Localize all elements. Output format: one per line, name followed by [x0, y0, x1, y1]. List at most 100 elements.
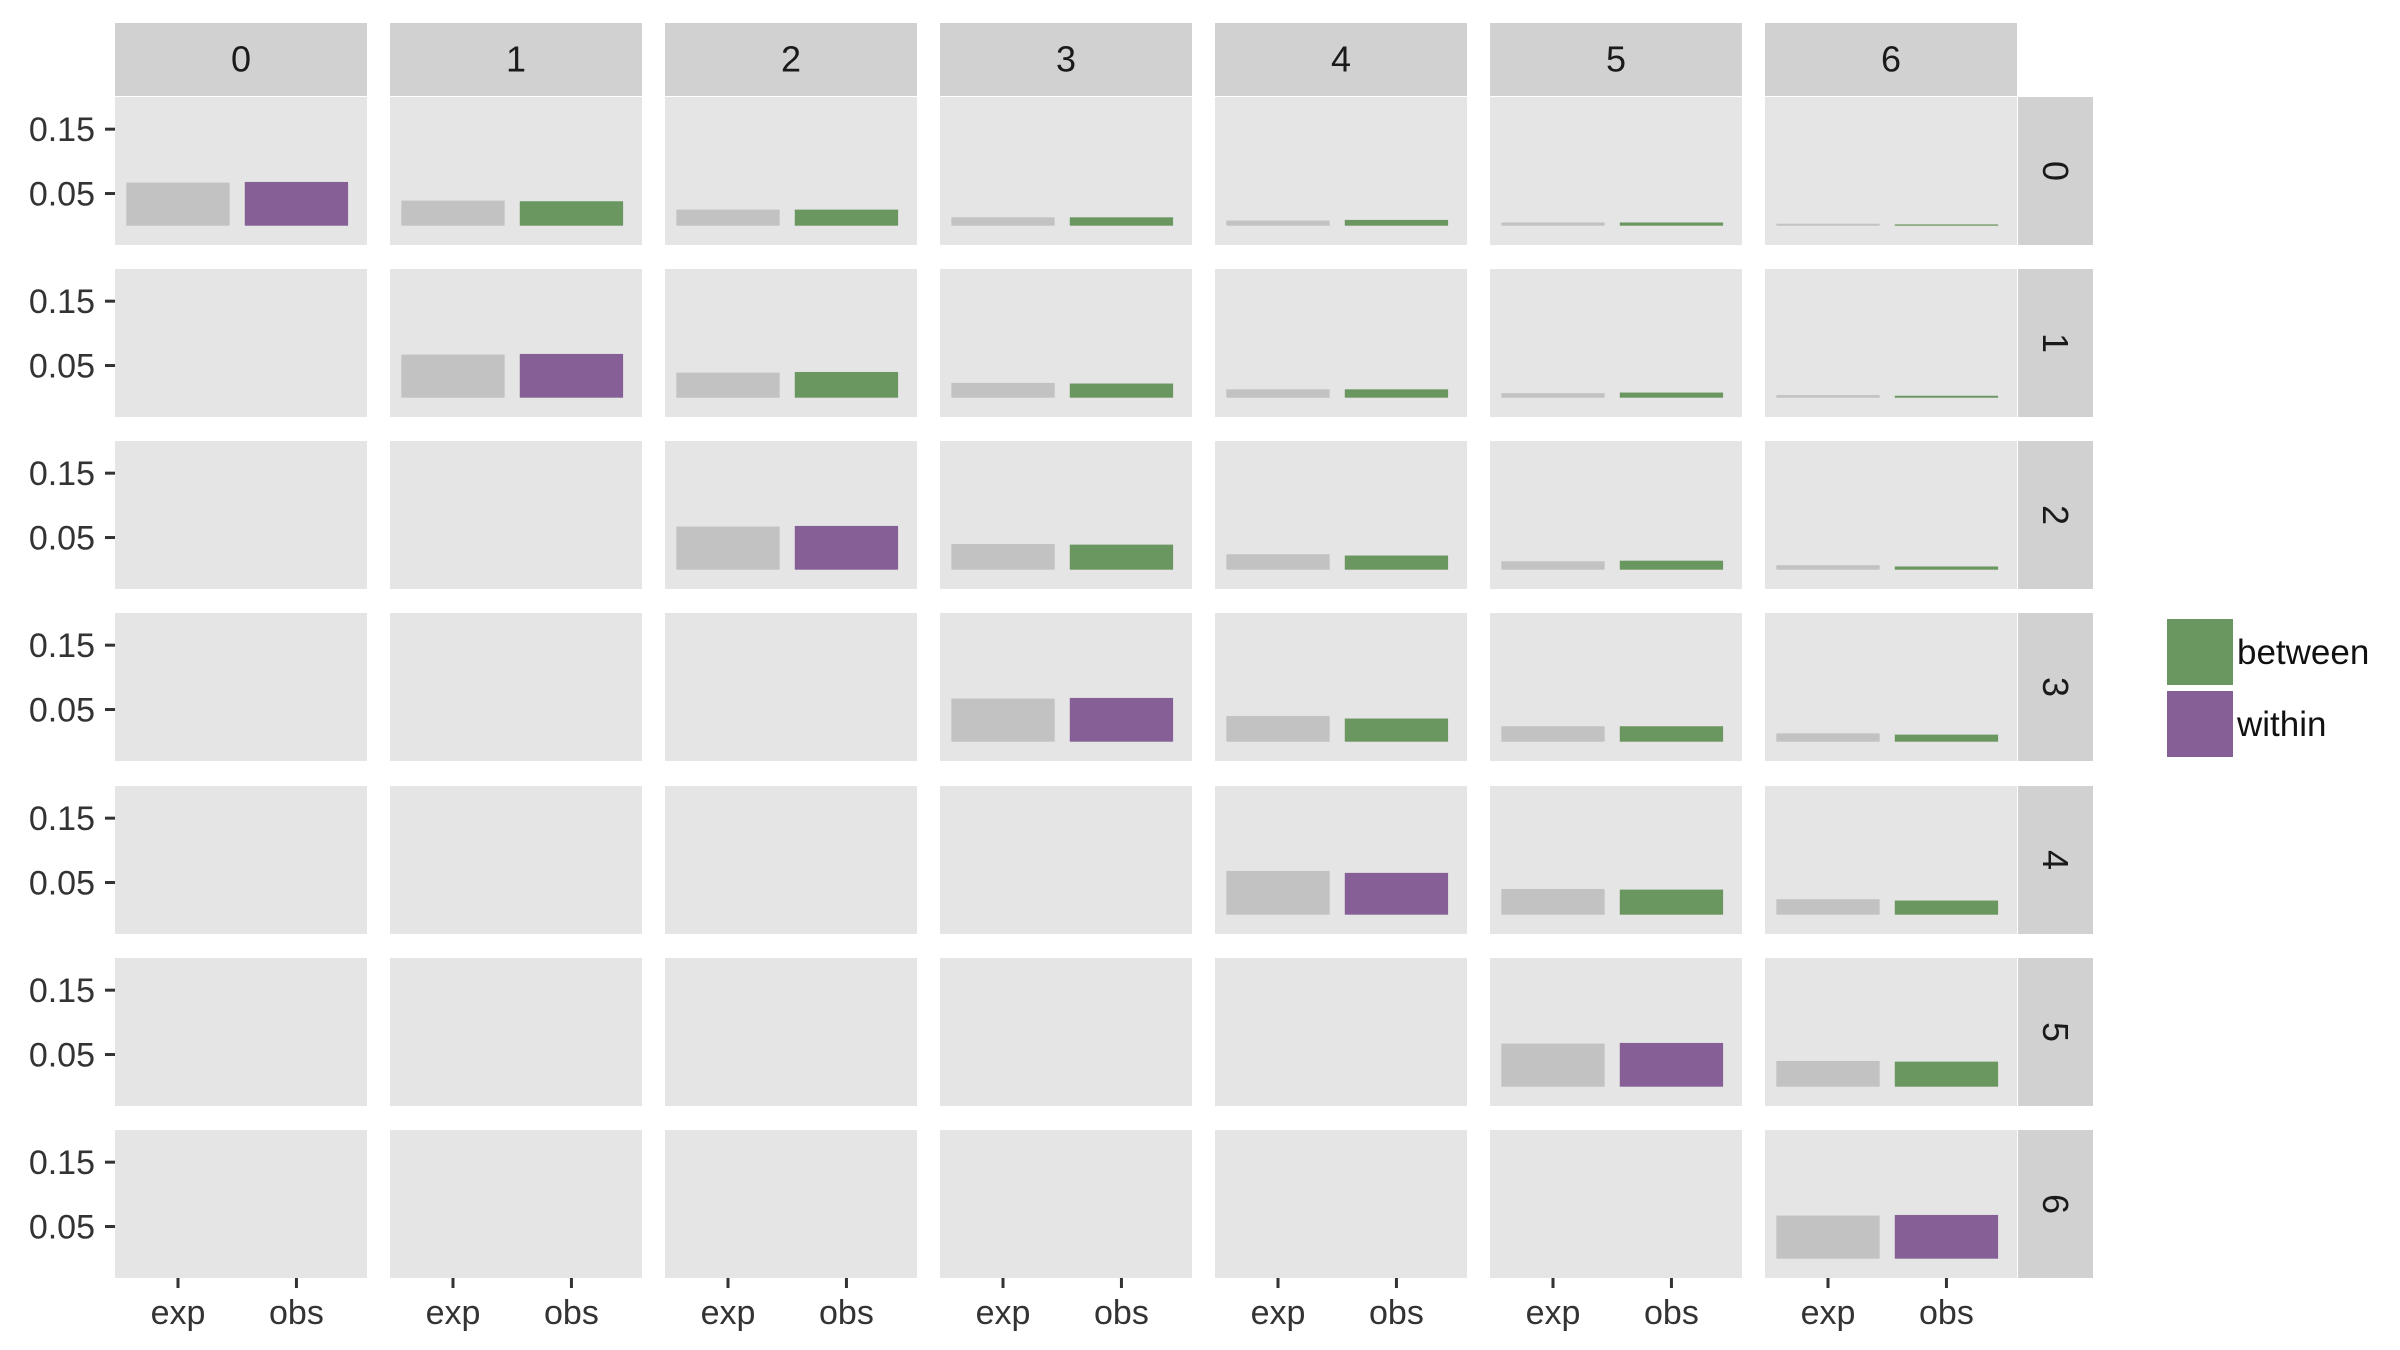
bar-exp: [1776, 899, 1880, 915]
col-strip: [665, 23, 917, 96]
bar-obs-between: [1894, 224, 1999, 226]
row-strip-label: 6: [2035, 1194, 2076, 1214]
bar-obs-between: [1069, 217, 1174, 226]
bar-exp: [1776, 1060, 1880, 1087]
y-tick-label: 0.15: [29, 627, 95, 665]
facet-panel: [115, 786, 367, 934]
bar-obs-between: [1619, 392, 1724, 398]
row-strip: [2018, 958, 2093, 1106]
bar-obs-within: [794, 525, 899, 570]
bar-obs-between: [794, 371, 899, 398]
bar-exp: [1776, 1215, 1880, 1259]
facet-panel: [940, 786, 1192, 934]
bar-obs-within: [1344, 872, 1449, 915]
bar-exp: [1226, 715, 1330, 742]
bar-obs-between: [1894, 1061, 1999, 1087]
col-strip-label: 1: [506, 39, 526, 80]
facet-panel: [115, 269, 367, 417]
bar-exp: [1226, 220, 1330, 226]
row-strip: [2018, 786, 2093, 934]
y-tick-label: 0.15: [29, 283, 95, 321]
bar-exp: [1776, 395, 1880, 398]
y-tick-label: 0.15: [29, 800, 95, 838]
facet-panel: [390, 613, 642, 761]
col-strip-label: 5: [1606, 39, 1626, 80]
col-strip-label: 2: [781, 39, 801, 80]
bar-exp: [1776, 565, 1880, 570]
row-strip-label: 0: [2035, 161, 2076, 181]
col-strip: [940, 23, 1192, 96]
row-strip: [2018, 1130, 2093, 1278]
bar-obs-within: [1069, 697, 1174, 742]
facet-panel: [1765, 97, 2017, 245]
bar-exp: [1226, 870, 1330, 915]
bar-exp: [951, 217, 1055, 226]
facet-panel: [390, 958, 642, 1106]
x-tick-label: obs: [544, 1294, 599, 1332]
row-strip: [2018, 97, 2093, 245]
x-tick-label: exp: [1801, 1294, 1856, 1332]
col-strip-label: 3: [1056, 39, 1076, 80]
y-tick-label: 0.05: [29, 1037, 95, 1075]
bar-exp: [1501, 888, 1605, 915]
bar-exp: [676, 372, 780, 398]
col-strip: [1765, 23, 2017, 96]
facet-panel: [1215, 1130, 1467, 1278]
facet-panel: [1490, 269, 1742, 417]
facet-panel: [115, 958, 367, 1106]
y-tick-label: 0.05: [29, 865, 95, 903]
legend-key-within: [2167, 691, 2233, 757]
y-tick-label: 0.15: [29, 455, 95, 493]
bar-exp: [951, 543, 1055, 570]
legend-label-within: within: [2236, 705, 2326, 744]
facet-panel: [665, 613, 917, 761]
bar-obs-between: [1619, 222, 1724, 226]
bar-obs-between: [1344, 219, 1449, 226]
x-tick-label: exp: [701, 1294, 756, 1332]
y-tick-label: 0.05: [29, 692, 95, 730]
facet-panel: [390, 1130, 642, 1278]
bar-exp: [1776, 733, 1880, 742]
facet-panel: [1490, 1130, 1742, 1278]
bar-exp: [1226, 389, 1330, 398]
bar-obs-between: [1344, 555, 1449, 570]
bar-obs-between: [1619, 726, 1724, 742]
bar-exp: [1501, 222, 1605, 226]
facet-panel: [940, 958, 1192, 1106]
bar-obs-between: [1069, 544, 1174, 570]
bar-exp: [676, 526, 780, 570]
bar-obs-within: [1619, 1042, 1724, 1087]
facet-panel: [1765, 269, 2017, 417]
y-tick-label: 0.05: [29, 1209, 95, 1247]
x-tick-label: obs: [1919, 1294, 1974, 1332]
x-tick-label: obs: [1094, 1294, 1149, 1332]
row-strip-label: 1: [2035, 333, 2076, 353]
bar-obs-between: [1894, 900, 1999, 915]
row-strip: [2018, 441, 2093, 589]
bar-obs-within: [1894, 1214, 1999, 1259]
col-strip-label: 0: [231, 39, 251, 80]
x-tick-label: exp: [151, 1294, 206, 1332]
y-tick-label: 0.05: [29, 520, 95, 558]
row-strip-label: 5: [2035, 1022, 2076, 1042]
bar-obs-within: [244, 181, 349, 226]
x-tick-label: obs: [1369, 1294, 1424, 1332]
bar-obs-between: [794, 209, 899, 226]
facet-panel: [115, 613, 367, 761]
y-tick-label: 0.15: [29, 111, 95, 149]
bar-obs-between: [1619, 560, 1724, 570]
bar-exp: [1226, 554, 1330, 570]
bar-obs-between: [1619, 889, 1724, 915]
row-strip: [2018, 269, 2093, 417]
y-tick-label: 0.15: [29, 1144, 95, 1182]
bar-obs-between: [1894, 566, 1999, 570]
bar-exp: [401, 200, 505, 226]
x-tick-label: obs: [1644, 1294, 1699, 1332]
x-tick-label: obs: [269, 1294, 324, 1332]
facet-panel: [1215, 958, 1467, 1106]
bar-obs-between: [1344, 718, 1449, 742]
legend-label-between: between: [2237, 633, 2369, 672]
bar-exp: [1501, 726, 1605, 742]
facet-panel: [665, 958, 917, 1106]
